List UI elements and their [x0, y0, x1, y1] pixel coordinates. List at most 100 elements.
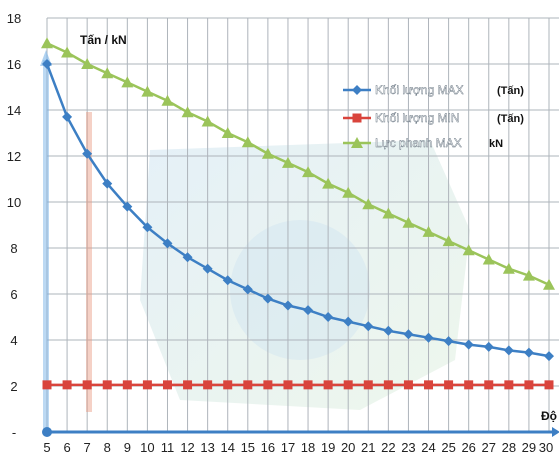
x-tick-label: 21: [361, 440, 375, 455]
data-point: [403, 329, 414, 340]
data-point: [102, 380, 112, 390]
data-point: [484, 380, 494, 390]
data-point: [121, 76, 134, 88]
data-point: [162, 238, 173, 249]
x-tick-label: 23: [401, 440, 415, 455]
data-point: [523, 347, 534, 358]
data-point: [142, 222, 153, 233]
data-point: [362, 198, 375, 210]
data-point: [42, 59, 52, 69]
data-point: [261, 147, 274, 159]
x-axis-label: Độ: [541, 409, 557, 423]
x-tick-label: 30: [539, 440, 553, 455]
x-tick-label: 8: [104, 440, 111, 455]
data-point: [242, 284, 253, 295]
x-tick-label: 7: [84, 440, 91, 455]
legend-unit: kN: [489, 138, 503, 150]
x-tick-label: 12: [180, 440, 194, 455]
legend-label: Lực phanh MAX: [375, 136, 462, 150]
x-tick-label: 5: [43, 440, 50, 455]
data-point: [482, 253, 495, 265]
x-tick-label: 15: [241, 440, 255, 455]
data-point: [183, 380, 193, 390]
data-point: [524, 380, 534, 390]
y-tick-label: 12: [7, 149, 21, 164]
data-point: [424, 380, 434, 390]
x-tick-label: 27: [482, 440, 496, 455]
series-2: [42, 380, 554, 390]
grid: [46, 17, 559, 432]
legend-entry: Khối lượng MAX (Tấn): [343, 83, 524, 97]
data-point: [323, 312, 334, 322]
data-point: [402, 216, 415, 228]
x-tick-label: 22: [381, 440, 395, 455]
data-point: [162, 380, 172, 390]
data-point: [222, 275, 233, 286]
x-tick-label: 13: [200, 440, 214, 455]
data-point: [323, 380, 333, 390]
y-tick-label: 18: [7, 11, 21, 26]
x-tick-label: 6: [63, 440, 70, 455]
data-point: [161, 94, 174, 106]
y-tick-label: 2: [10, 379, 17, 394]
data-point: [203, 380, 213, 390]
data-point: [303, 380, 313, 390]
data-point: [342, 186, 355, 198]
series-3: [41, 37, 555, 290]
data-point: [422, 225, 435, 237]
data-point: [122, 201, 133, 212]
data-point: [504, 380, 514, 390]
y-axis-label: Tấn / kN: [80, 33, 127, 47]
data-point: [182, 252, 193, 263]
x-axis-arrow-head: [552, 427, 559, 437]
x-tick-label: 24: [421, 440, 435, 455]
legend-label: Khối lượng MAX: [375, 83, 464, 97]
axis-origin-dot: [42, 427, 52, 437]
data-point: [463, 339, 474, 350]
secondary-arrow-bar: [86, 112, 92, 412]
y-tick-label: 14: [7, 103, 21, 118]
data-point: [241, 136, 254, 148]
data-point: [444, 380, 454, 390]
legend-entry: Khối lượng MIN (Tấn): [343, 111, 524, 125]
data-point: [343, 380, 353, 390]
data-point: [122, 380, 132, 390]
data-point: [181, 106, 194, 118]
series: [41, 37, 555, 390]
x-tick-label: 28: [502, 440, 516, 455]
data-point: [544, 380, 554, 390]
data-point: [62, 380, 72, 390]
data-point: [281, 156, 294, 168]
legend-marker: [352, 113, 362, 123]
data-point: [382, 207, 395, 219]
legend-unit: (Tấn): [497, 113, 524, 125]
data-point: [221, 127, 234, 138]
data-point: [243, 380, 253, 390]
data-point: [102, 178, 113, 189]
data-point: [282, 300, 293, 311]
axes: [40, 50, 559, 437]
data-point: [403, 380, 413, 390]
data-point: [42, 380, 52, 390]
data-point: [383, 380, 393, 390]
y-tick-label: 8: [10, 241, 17, 256]
background-watermark: [140, 140, 470, 410]
data-point: [262, 293, 273, 304]
data-point: [343, 316, 354, 327]
data-point: [223, 380, 233, 390]
data-point: [462, 244, 475, 256]
x-tick-label: 25: [441, 440, 455, 455]
y-tick-label: 4: [10, 333, 17, 348]
data-point: [464, 380, 474, 390]
data-point: [442, 235, 455, 247]
legend-unit: (Tấn): [497, 85, 524, 97]
data-point: [303, 305, 314, 316]
data-point: [502, 262, 515, 274]
x-tick-label: 26: [461, 440, 475, 455]
legend-entry: Lực phanh MAX kN: [343, 136, 503, 150]
legend-marker: [351, 137, 363, 148]
data-point: [544, 351, 554, 362]
